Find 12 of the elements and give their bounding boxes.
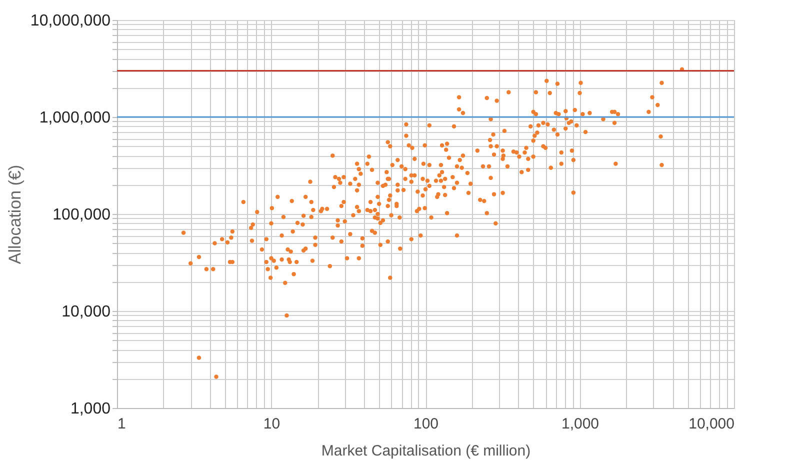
- x-tick-label: 1,000: [561, 416, 600, 432]
- y-axis-title: Allocation (€): [5, 164, 24, 264]
- y-tick-label: 10,000,000: [30, 12, 111, 30]
- x-tick-label: 10,000: [688, 416, 734, 432]
- y-tick-label: 100,000: [52, 206, 111, 224]
- x-tick-label: 1: [118, 416, 126, 432]
- y-tick-label: 10,000: [62, 304, 111, 320]
- x-axis-title: Market Capitalisation (€ million): [321, 442, 531, 460]
- y-tick-label: 1,000,000: [39, 110, 111, 126]
- y-tick-label: 1,000: [70, 400, 111, 418]
- x-tick-label: 100: [413, 416, 439, 432]
- x-tick-label: 10: [263, 416, 280, 432]
